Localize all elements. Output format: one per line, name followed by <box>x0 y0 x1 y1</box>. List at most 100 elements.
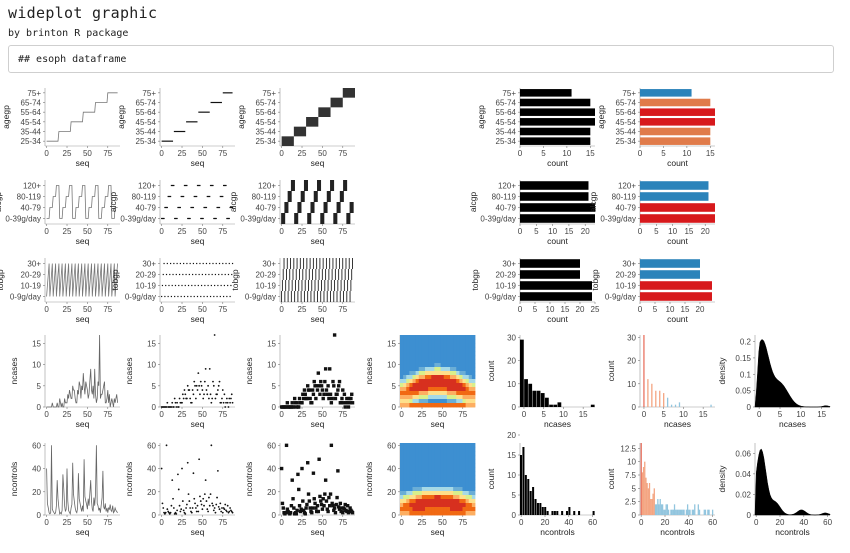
density-cell <box>421 455 426 460</box>
density-cell <box>468 483 473 488</box>
density-cell <box>446 455 451 460</box>
x-tick-label: 25 <box>298 410 307 419</box>
density-cell <box>403 487 407 492</box>
y-axis-title: tobgp <box>590 269 600 291</box>
density-cell <box>434 471 438 476</box>
density-cell <box>453 447 457 452</box>
square-point <box>326 509 330 514</box>
tile-mark <box>295 213 298 224</box>
stripe-mark <box>169 273 171 276</box>
density-cell <box>428 371 432 376</box>
density-cell <box>406 459 410 464</box>
point <box>209 493 212 495</box>
x-axis-title: count <box>667 158 688 168</box>
density-cell <box>450 351 454 356</box>
x-tick-label: 50 <box>318 518 327 527</box>
stripe-mark <box>197 184 199 187</box>
density-cell <box>425 387 429 392</box>
density-cell <box>415 359 420 364</box>
y-tick-label: 20-29 <box>256 271 277 280</box>
stripe-mark <box>163 217 165 220</box>
stripe-mark <box>185 184 187 187</box>
density-cell <box>443 343 448 348</box>
density-cell <box>450 343 454 348</box>
density-cell <box>400 447 404 452</box>
point <box>181 393 184 396</box>
density-cell <box>446 487 451 492</box>
point <box>224 406 227 408</box>
square-point <box>302 388 307 392</box>
tile-mark <box>296 213 299 224</box>
density-cell <box>462 455 467 460</box>
density-cell <box>437 343 442 348</box>
density-cell <box>471 387 476 392</box>
histogram-bar <box>557 402 562 407</box>
tile-mark <box>281 136 294 146</box>
tile-mark <box>316 191 318 202</box>
density-cell <box>403 387 407 392</box>
y-tick-label: 120+ <box>138 182 156 191</box>
density-cell <box>437 455 442 460</box>
x-tick-label: 25 <box>63 227 72 236</box>
density-cell <box>428 363 432 368</box>
point <box>166 508 169 511</box>
square-point <box>305 502 309 507</box>
density-cell <box>406 507 410 512</box>
tile-mark <box>300 191 303 202</box>
square-point <box>316 371 321 375</box>
density-cell <box>453 499 457 504</box>
density-cell <box>425 459 429 464</box>
density-cell <box>450 451 454 456</box>
density-cell <box>443 471 448 476</box>
histogram-bar <box>573 511 576 515</box>
density-cell <box>459 387 463 392</box>
x-tick-label: 0 <box>399 410 404 419</box>
density-cell <box>434 467 438 472</box>
density-cell <box>437 339 442 344</box>
density-cell <box>450 459 454 464</box>
x-tick-label: 25 <box>298 518 307 527</box>
tile-mark <box>312 202 314 213</box>
stripe-mark <box>167 195 169 198</box>
density-cell <box>403 363 407 368</box>
density-cell <box>440 399 445 404</box>
density-cell <box>434 455 438 460</box>
density-cell <box>406 395 410 400</box>
x-axis-title: seq <box>311 158 325 168</box>
tile-mark <box>297 291 299 302</box>
density-cell <box>406 363 410 368</box>
y-tick-label: 20 <box>147 488 156 497</box>
density-cell <box>437 495 442 500</box>
density-cell <box>456 467 460 472</box>
density-cell <box>421 443 426 448</box>
histogram-bar <box>546 511 549 515</box>
tile-mark <box>352 258 353 269</box>
density-cell <box>456 463 460 468</box>
y-tick-label: 80-119 <box>132 193 157 202</box>
y-tick-label: 0.04 <box>735 470 751 479</box>
density-cell <box>428 375 432 380</box>
y-tick-label: 45-54 <box>616 118 637 127</box>
density-cell <box>456 451 460 456</box>
density-cell <box>459 391 463 396</box>
square-point <box>326 384 330 388</box>
point <box>231 401 234 404</box>
density-cell <box>403 355 407 360</box>
bar <box>520 98 591 107</box>
density-cell <box>471 363 476 368</box>
x-axis-title: count <box>667 236 688 246</box>
x-axis-title: seq <box>311 236 325 246</box>
point <box>200 384 203 387</box>
stripe-mark <box>205 262 208 265</box>
density-cell <box>446 483 451 488</box>
tile-mark <box>311 280 313 291</box>
density-cell <box>434 451 438 456</box>
stripe-mark <box>197 284 199 287</box>
x-tick-label: 20 <box>581 227 590 236</box>
density-cell <box>453 467 457 472</box>
tile-mark <box>350 202 353 213</box>
point <box>180 508 183 511</box>
density-cell <box>453 387 457 392</box>
point <box>194 507 197 509</box>
y-tick-label: 25-34 <box>616 137 637 146</box>
